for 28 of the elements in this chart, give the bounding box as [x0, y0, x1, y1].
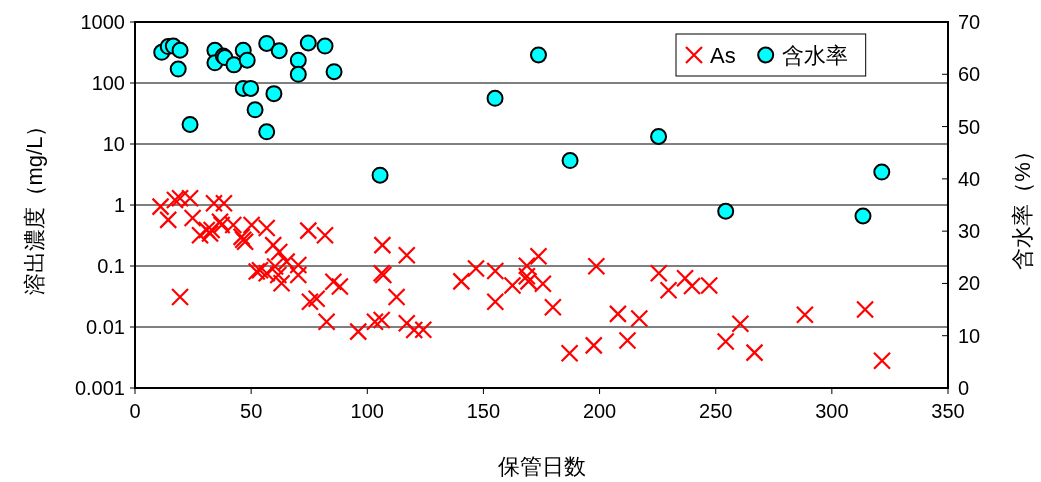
- legend-label: 含水率: [781, 43, 848, 68]
- y-tick-label: 100: [91, 72, 125, 94]
- x-tick-label: 150: [466, 400, 501, 422]
- y2-axis-title: 含水率（%）: [1010, 140, 1035, 270]
- x-tick-label: 50: [240, 400, 263, 422]
- y-tick-label: 0.1: [97, 255, 125, 277]
- y-tick-label: 1000: [80, 11, 125, 33]
- x-tick-label: 200: [582, 400, 617, 422]
- y-tick-label: 0.001: [74, 377, 125, 399]
- x-tick-label: 300: [815, 400, 849, 422]
- y-axis-title: 溶出濃度（mg/L）: [22, 114, 47, 296]
- y2-tick-label: 60: [958, 63, 981, 86]
- y-tick-label: 1: [113, 194, 125, 216]
- x-tick-label: 350: [931, 400, 965, 422]
- x-axis-title: 保管日数: [497, 454, 586, 479]
- y2-tick-label: 0: [958, 377, 970, 399]
- y-tick-label: 0.01: [86, 316, 125, 338]
- y2-tick-label: 30: [958, 220, 981, 243]
- legend-label: As: [710, 43, 736, 68]
- y2-tick-label: 20: [958, 272, 981, 295]
- y-tick-label: 10: [102, 133, 125, 155]
- y2-tick-label: 10: [958, 324, 981, 347]
- x-tick-label: 250: [699, 400, 733, 422]
- y2-tick-label: 70: [958, 11, 981, 33]
- y2-tick-label: 50: [958, 115, 981, 138]
- x-tick-label: 100: [350, 400, 384, 422]
- x-tick-label: 0: [129, 400, 141, 422]
- y2-tick-label: 40: [958, 167, 981, 190]
